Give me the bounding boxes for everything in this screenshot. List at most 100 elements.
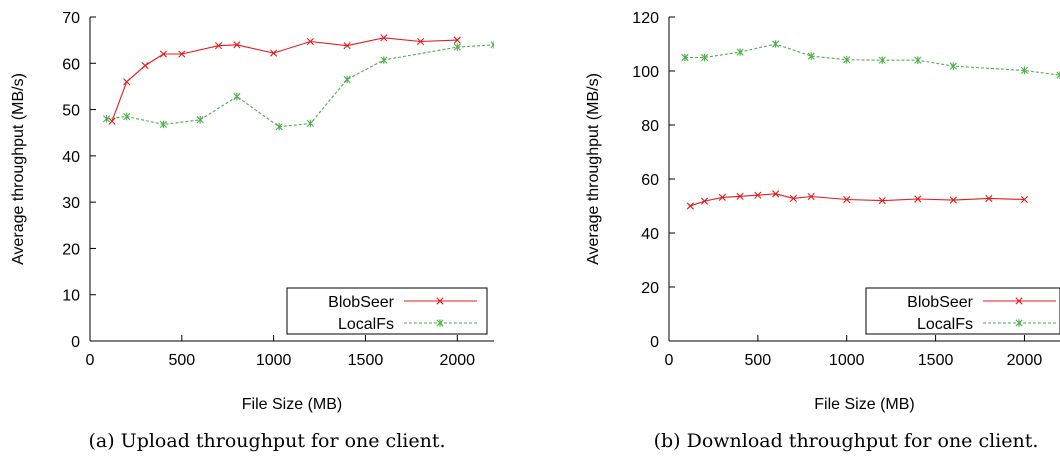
y-tick-label: 100 [632, 64, 659, 81]
x-tick-label: 500 [168, 352, 195, 369]
y-tick-label: 0 [71, 334, 80, 351]
data-point-blobseer [754, 191, 762, 199]
data-point-localfs [306, 119, 314, 128]
data-point-localfs [700, 53, 709, 62]
y-tick-label: 120 [632, 10, 659, 27]
data-point-blobseer [807, 192, 815, 201]
x-axis-label: File Size (MB) [242, 396, 342, 413]
legend-marker-blobseer [1015, 297, 1023, 305]
legend-box [865, 287, 1060, 335]
legend-label: BlobSeer [907, 294, 973, 311]
data-point-blobseer [270, 49, 278, 57]
upload-throughput-chart: (a) Upload throughput for one client. 0 5… [10, 10, 494, 452]
data-point-blobseer [380, 34, 388, 42]
x-tick-label: 1000 [829, 352, 865, 369]
x-tick-label: 1500 [918, 352, 954, 369]
x-tick-label: 0 [665, 352, 674, 369]
data-point-localfs [807, 52, 815, 60]
chart-caption: (b) Download throughput for one client. [654, 430, 1039, 452]
download-throughput-chart: (b) Download throughput for one client. … [585, 10, 1060, 452]
data-point-localfs [196, 115, 204, 124]
y-tick-label: 80 [641, 118, 659, 135]
data-point-blobseer [159, 50, 168, 58]
y-tick-label: 30 [62, 195, 80, 212]
data-point-localfs [843, 55, 851, 64]
series-line-localfs [106, 44, 494, 128]
x-axis-label: File Size (MB) [814, 396, 914, 413]
data-point-localfs [490, 40, 494, 49]
y-tick-label: 10 [62, 288, 80, 305]
series-blobseer [108, 34, 461, 125]
series-localfs [102, 40, 494, 131]
data-point-blobseer [914, 195, 922, 203]
legend-label: LocalFs [917, 316, 973, 333]
y-tick-label: 40 [641, 226, 659, 243]
x-tick-label: 500 [745, 352, 772, 369]
data-point-blobseer [718, 193, 726, 201]
data-point-localfs [453, 43, 461, 51]
series-line-blobseer [690, 193, 1025, 207]
legend: BlobSeer LocalFs [865, 287, 1060, 335]
legend-label: BlobSeer [328, 294, 394, 311]
y-tick-label: 70 [62, 10, 80, 27]
chart-caption: (a) Upload throughput for one client. [88, 430, 445, 452]
data-point-blobseer [123, 78, 131, 86]
data-point-blobseer [686, 202, 694, 210]
data-point-blobseer [985, 194, 993, 203]
series-line-blobseer [111, 37, 458, 122]
y-axis-label: Average throughput (MB/s) [10, 73, 27, 265]
x-tick-label: 2000 [1007, 352, 1043, 369]
data-point-localfs [275, 122, 283, 131]
y-axis-label: Average throughput (MB/s) [585, 73, 602, 265]
data-point-blobseer [214, 42, 223, 50]
data-point-localfs [949, 62, 957, 70]
y-tick-label: 20 [641, 280, 659, 297]
data-point-localfs [681, 53, 689, 62]
data-point-localfs [878, 56, 886, 64]
series-line-localfs [685, 43, 1060, 76]
legend-label: LocalFs [338, 316, 394, 333]
data-point-localfs [1056, 71, 1060, 79]
data-point-localfs [159, 120, 168, 129]
series-blobseer [686, 190, 1029, 210]
data-point-blobseer [233, 41, 241, 49]
x-tick-label: 2000 [439, 352, 475, 369]
data-point-localfs [343, 75, 351, 84]
data-point-blobseer [772, 190, 780, 198]
legend-marker-blobseer [436, 297, 444, 305]
legend-box [286, 287, 488, 335]
data-point-blobseer [343, 42, 351, 50]
data-point-localfs [1020, 66, 1029, 75]
data-point-blobseer [306, 37, 314, 46]
y-tick-label: 60 [641, 172, 659, 189]
series-localfs [681, 40, 1060, 79]
x-tick-label: 1000 [256, 352, 292, 369]
data-point-localfs [380, 56, 388, 64]
legend-marker-localfs [436, 319, 444, 327]
legend-marker-localfs [1015, 319, 1023, 327]
y-tick-label: 50 [62, 103, 80, 120]
y-tick-label: 0 [650, 334, 659, 351]
x-tick-label: 0 [86, 352, 95, 369]
data-point-blobseer [878, 197, 886, 205]
legend: BlobSeer LocalFs [286, 287, 488, 335]
data-point-blobseer [843, 195, 851, 204]
data-point-blobseer [949, 196, 957, 204]
x-tick-label: 1500 [348, 352, 384, 369]
data-point-blobseer [736, 192, 744, 200]
data-point-localfs [914, 56, 922, 64]
data-point-localfs [736, 48, 744, 56]
data-point-blobseer [1020, 195, 1029, 204]
data-point-blobseer [178, 50, 186, 58]
data-point-localfs [233, 92, 241, 101]
data-point-blobseer [453, 36, 461, 44]
data-point-localfs [772, 40, 780, 48]
data-point-blobseer [141, 62, 149, 70]
y-tick-label: 40 [62, 149, 80, 166]
y-tick-label: 20 [62, 241, 80, 258]
y-tick-label: 60 [62, 56, 80, 73]
data-point-localfs [102, 115, 111, 123]
data-point-blobseer [108, 117, 116, 125]
data-point-localfs [123, 112, 131, 121]
